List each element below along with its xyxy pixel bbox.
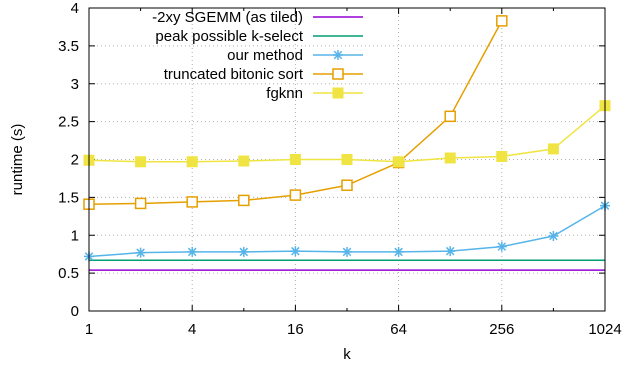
marker-stroke	[497, 242, 507, 251]
data-series	[83, 15, 611, 271]
legend-swatch-marker	[333, 50, 343, 60]
data-point	[393, 246, 404, 257]
data-point	[289, 154, 301, 165]
legend-label: peak possible k-select	[155, 28, 303, 45]
data-point	[186, 156, 198, 168]
data-point	[289, 189, 302, 201]
data-point	[238, 246, 249, 257]
x-tick-label: 4	[188, 321, 196, 338]
legend-entry-fgknn: fgknn	[266, 85, 363, 102]
x-tick-label: 1024	[588, 321, 621, 338]
marker-stroke	[394, 247, 403, 257]
data-point	[341, 179, 353, 192]
legend: -2xy SGEMM (as tiled) peak possible k-sel…	[152, 9, 363, 102]
legend-entry-peak-possible-k-select: peak possible k-select	[155, 28, 363, 45]
data-point	[342, 246, 352, 257]
marker-stroke	[333, 50, 343, 60]
series-line-fgknn	[88, 105, 606, 163]
legend-swatch-marker	[332, 68, 344, 80]
axis-ticks: 0 0.5 1 1.5 2 2.5 3 3.5 4 1 4 16 64 256 1024	[58, 0, 622, 338]
legend-entry-truncated-bitonic-sort: truncated bitonic sort	[164, 66, 363, 83]
data-point	[238, 194, 250, 207]
data-point	[548, 231, 559, 242]
marker-stroke	[549, 231, 558, 241]
data-point	[496, 150, 508, 162]
x-tick-label: 64	[390, 321, 407, 338]
marker-stroke	[445, 246, 455, 256]
x-tick-label: 16	[287, 321, 304, 338]
legend-entry-our-method: our method	[227, 47, 363, 64]
y-tick-label: 2.5	[58, 114, 79, 131]
y-tick-label: 3	[71, 76, 79, 93]
data-point	[341, 154, 353, 165]
data-point	[496, 15, 508, 27]
data-point	[496, 241, 507, 252]
y-tick-label: 3.5	[58, 38, 79, 55]
x-axis-label: k	[343, 346, 351, 363]
x-tick-label: 256	[489, 321, 514, 338]
legend-swatch-marker	[332, 87, 344, 99]
marker-stroke	[239, 247, 249, 257]
y-tick-label: 0.5	[58, 265, 79, 282]
data-point	[547, 143, 559, 155]
y-tick-label: 1.5	[58, 189, 79, 206]
data-point	[135, 247, 146, 258]
data-point	[290, 246, 301, 257]
y-tick-label: 4	[71, 0, 79, 17]
plot-frame	[88, 7, 606, 312]
data-point	[445, 246, 456, 257]
legend-label: -2xy SGEMM (as tiled)	[152, 9, 303, 26]
legend-label: fgknn	[266, 85, 303, 102]
legend-label: truncated bitonic sort	[164, 66, 304, 83]
legend-label: our method	[227, 47, 303, 64]
data-point	[444, 152, 456, 164]
marker-stroke	[291, 246, 300, 256]
data-point	[134, 197, 147, 210]
data-point	[187, 246, 198, 257]
data-point	[444, 110, 456, 123]
legend-entry-2xy-sgemm-as-tiled: -2xy SGEMM (as tiled)	[152, 9, 363, 26]
series-our-method	[84, 200, 610, 262]
series-truncated-bitonic-sort	[83, 15, 508, 210]
data-point	[186, 196, 198, 208]
data-point	[238, 155, 250, 167]
y-tick-label: 0	[71, 303, 79, 320]
x-tick-label: 1	[85, 321, 93, 338]
y-tick-label: 1	[71, 227, 79, 244]
marker-stroke	[187, 247, 197, 257]
y-axis-label: runtime (s)	[9, 124, 26, 196]
y-tick-label: 2	[71, 152, 79, 169]
series-fgknn	[83, 100, 611, 168]
marker-stroke	[342, 247, 352, 257]
marker-stroke	[136, 248, 145, 257]
data-point	[393, 156, 405, 168]
data-point	[135, 156, 147, 168]
